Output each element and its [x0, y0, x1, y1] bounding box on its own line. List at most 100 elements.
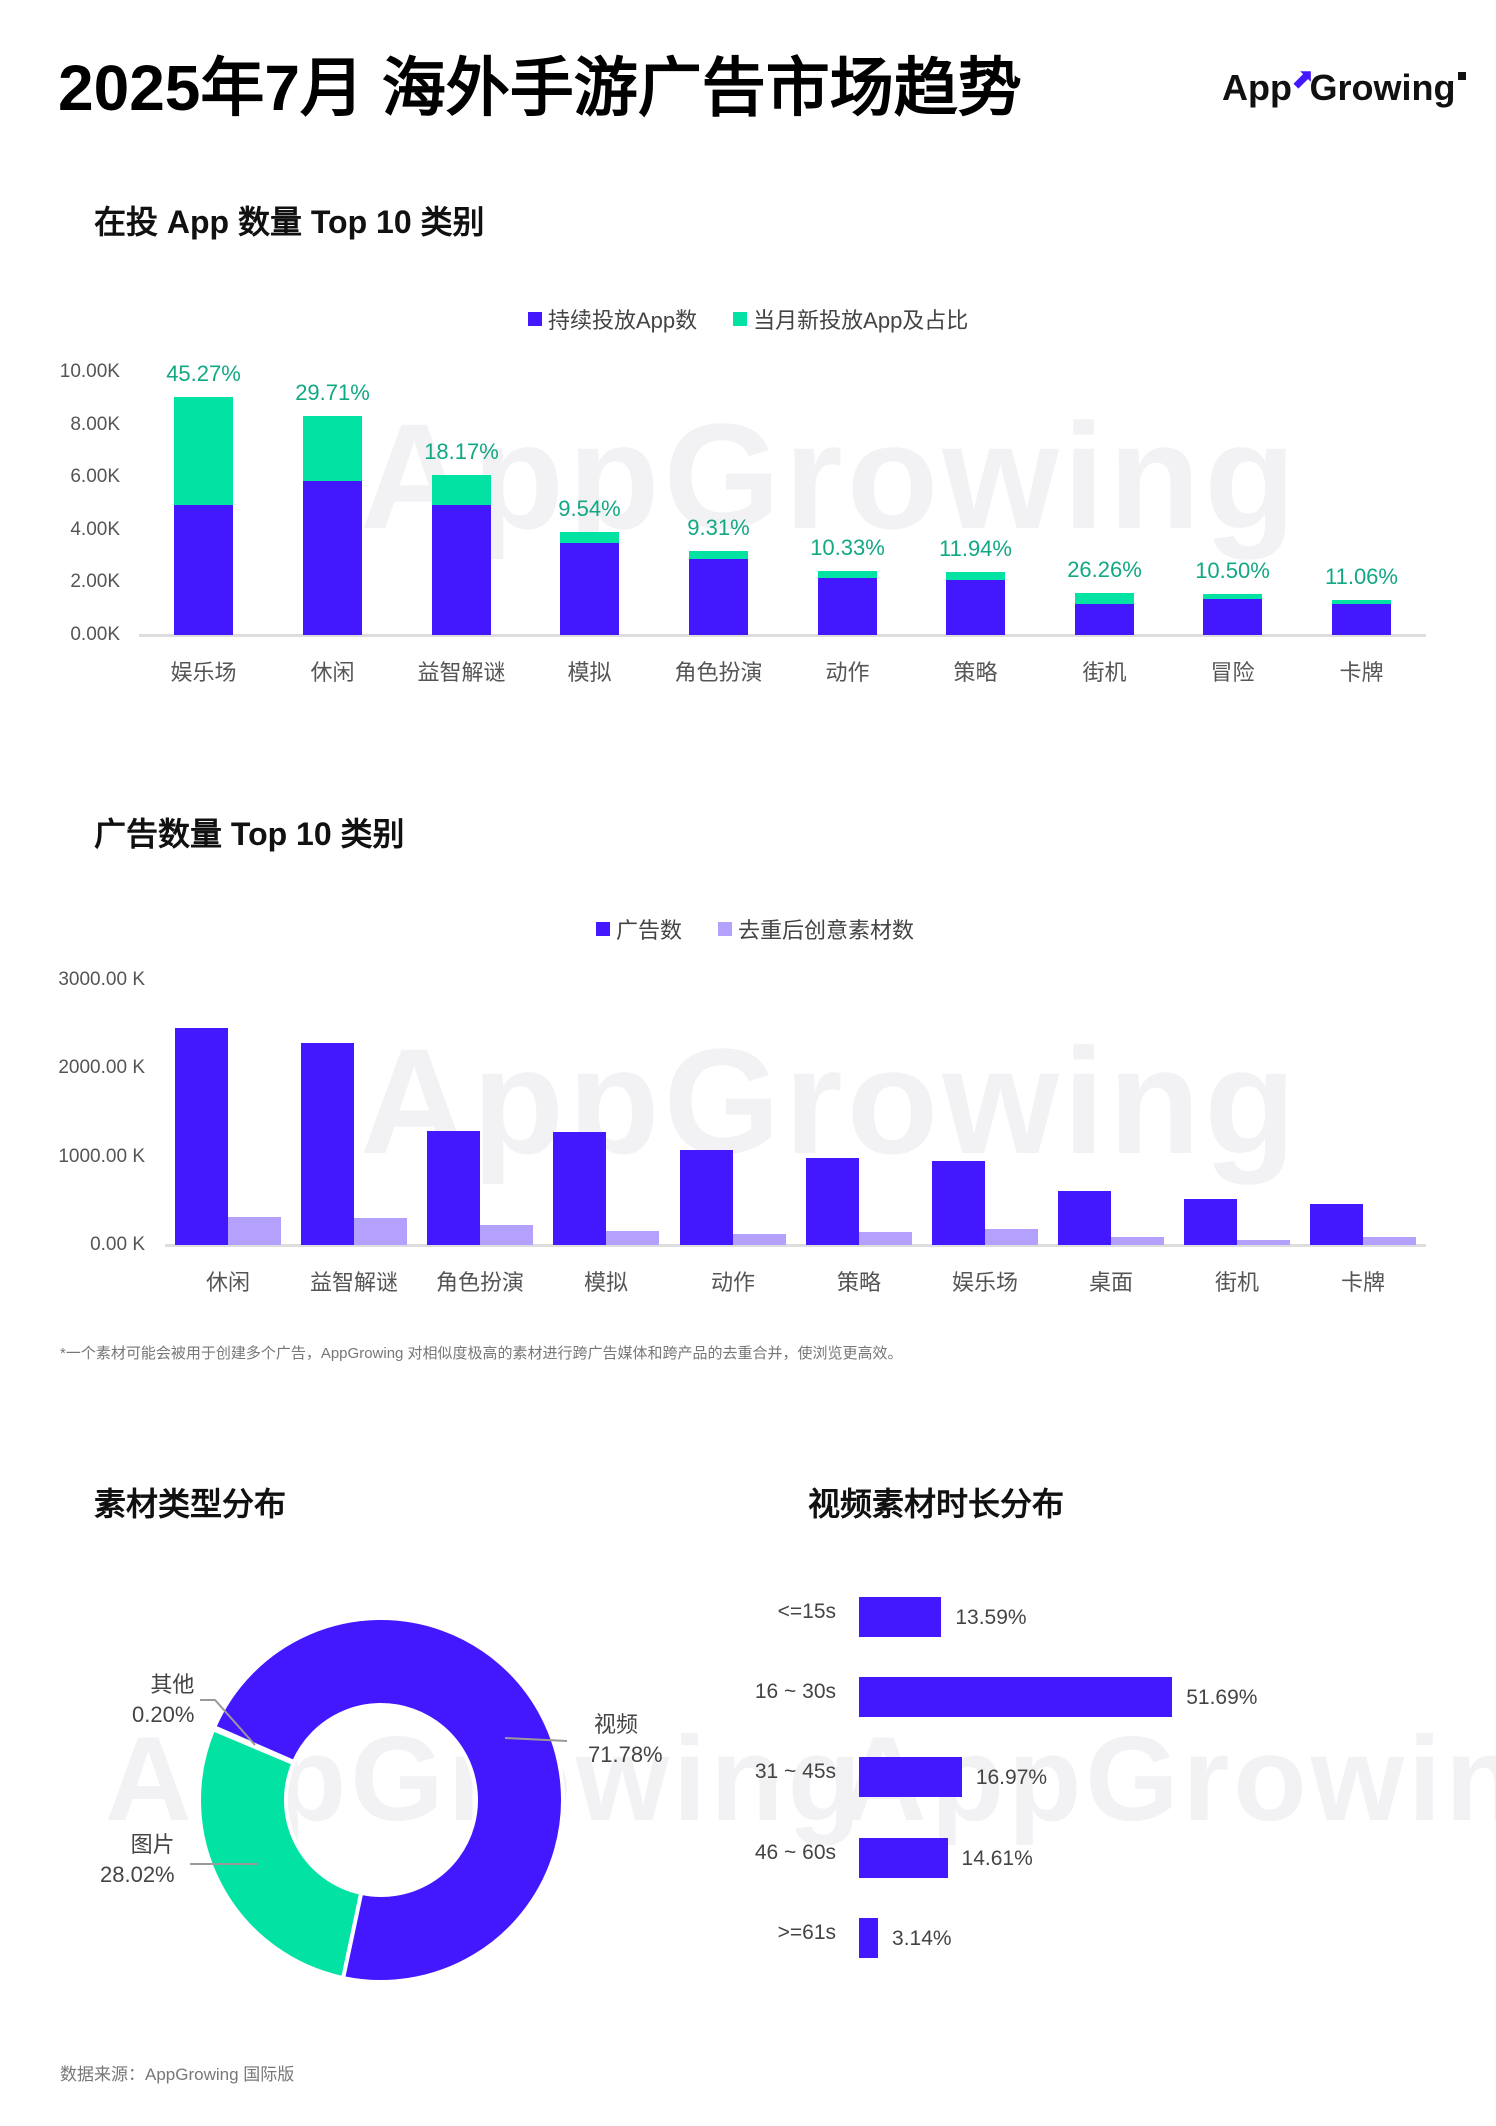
duration-bar [859, 1757, 962, 1797]
duration-bar [859, 1597, 942, 1637]
category-label: 卡牌 [1340, 1270, 1385, 1295]
duration-percentage: 14.61% [961, 1847, 1033, 1870]
bar-ongoing-apps [432, 504, 491, 635]
category-label: 街机 [1082, 660, 1127, 685]
bar-creative-count [606, 1230, 659, 1245]
bar-ongoing-apps [560, 542, 619, 635]
logo-text-growing: Growing [1309, 67, 1456, 108]
new-app-percentage: 11.06% [1325, 564, 1398, 590]
bar-ad-count [806, 1157, 859, 1245]
logo-dot-icon [1458, 72, 1467, 80]
y-tick-label: 1000.00 K [58, 1145, 145, 1167]
page-title: 2025年7月 海外手游广告市场趋势 [58, 52, 1022, 124]
duration-label: 46 ~ 60s [754, 1841, 836, 1864]
footnote: *一个素材可能会被用于创建多个广告，AppGrowing 对相似度极高的素材进行… [60, 1345, 903, 1362]
bar-creative-count [480, 1225, 533, 1245]
bar-ad-count [427, 1130, 480, 1245]
new-app-percentage: 29.71% [295, 379, 370, 405]
x-axis-line [139, 634, 1426, 637]
donut-slice-image [197, 1726, 364, 1981]
bar-ongoing-apps [1332, 603, 1391, 635]
section-title-video-duration: 视频素材时长分布 [808, 1486, 1065, 1522]
y-tick-label: 2.00K [70, 571, 120, 593]
bar-new-apps [1203, 593, 1262, 599]
category-label: 益智解谜 [417, 660, 506, 685]
y-tick-label: 6.00K [70, 466, 120, 488]
duration-percentage: 16.97% [975, 1766, 1048, 1789]
new-app-percentage: 10.33% [810, 535, 885, 561]
y-tick-label: 2000.00 K [58, 1057, 145, 1079]
legend-swatch-blue [528, 312, 542, 326]
bar-creative-count [354, 1217, 407, 1245]
y-tick-label: 10.00K [59, 361, 120, 382]
bar-ongoing-apps [1203, 598, 1262, 635]
new-app-percentage: 45.27% [166, 361, 241, 387]
category-label: 模拟 [583, 1270, 628, 1295]
bar-ongoing-apps [174, 505, 233, 635]
bar-new-apps [818, 571, 877, 578]
bar-new-apps [689, 551, 748, 559]
bar-creative-count [1363, 1236, 1416, 1245]
new-app-percentage: 9.54% [558, 495, 621, 521]
donut-label-other: 其他 0.20% [132, 1670, 194, 1730]
data-source: 数据来源：AppGrowing 国际版 [60, 2065, 295, 2084]
bar-new-apps [174, 397, 233, 506]
bar-ongoing-apps [303, 481, 362, 635]
category-label: 休闲 [310, 660, 355, 685]
category-label: 动作 [825, 660, 870, 685]
category-label: 策略 [953, 660, 998, 685]
donut-label-video: 视频 71.78% [588, 1710, 663, 1770]
category-label: 娱乐场 [951, 1270, 1018, 1295]
y-tick-label: 0.00K [70, 624, 120, 645]
category-label: 街机 [1214, 1270, 1259, 1295]
section-title-app-count: 在投 App 数量 Top 10 类别 [94, 204, 485, 240]
bar-creative-count [859, 1232, 912, 1245]
section-title-material-type: 素材类型分布 [94, 1486, 287, 1522]
legend-item-creatives: 去重后创意素材数 [718, 913, 914, 945]
bar-new-apps [303, 415, 362, 482]
legend-item-ongoing: 持续投放App数 [528, 303, 697, 335]
section-title-ad-count: 广告数量 Top 10 类别 [94, 816, 405, 852]
bar-new-apps [1332, 600, 1391, 604]
logo-arrow-icon: ⬈ [1289, 62, 1314, 94]
legend-swatch-lavender [718, 922, 733, 936]
duration-label: <=15s [777, 1600, 836, 1623]
donut-label-image: 图片 28.02% [100, 1830, 175, 1890]
bar-ad-count [175, 1027, 228, 1245]
chart2-legend: 广告数 去重后创意素材数 [596, 913, 940, 945]
duration-percentage: 51.69% [1186, 1686, 1258, 1709]
bar-new-apps [1075, 592, 1134, 604]
appgrowing-logo: App ⬈ Growing [1222, 60, 1467, 116]
category-label: 益智解谜 [309, 1270, 398, 1295]
leader-line-video [504, 1737, 568, 1742]
bar-ongoing-apps [689, 558, 748, 635]
bar-ad-count [932, 1160, 985, 1245]
category-label: 角色扮演 [674, 660, 763, 685]
category-label: 动作 [710, 1270, 755, 1295]
bar-ad-count [680, 1149, 733, 1245]
category-label: 休闲 [205, 1270, 250, 1295]
donut-label-value: 0.20% [132, 1702, 195, 1727]
legend-item-ads: 广告数 [596, 913, 682, 945]
x-axis-line [165, 1244, 1426, 1247]
duration-bar [859, 1838, 948, 1878]
bar-ongoing-apps [1075, 603, 1134, 635]
new-app-percentage: 26.26% [1067, 556, 1142, 582]
bar-new-apps [432, 475, 491, 505]
bar-creative-count [228, 1216, 281, 1245]
new-app-percentage: 9.31% [687, 515, 750, 541]
duration-label: 31 ~ 45s [754, 1760, 836, 1783]
category-label: 娱乐场 [170, 660, 237, 685]
new-app-percentage: 18.17% [424, 439, 499, 465]
category-label: 策略 [836, 1270, 881, 1295]
duration-label: 16 ~ 30s [754, 1680, 836, 1703]
bar-ad-count [1058, 1191, 1111, 1245]
logo-text-app: App [1222, 67, 1292, 108]
bar-new-apps [946, 571, 1005, 581]
category-label: 模拟 [567, 660, 612, 685]
y-tick-label: 0.00 K [90, 1234, 145, 1255]
bar-ongoing-apps [818, 577, 877, 635]
bar-creative-count [1111, 1236, 1164, 1245]
category-label: 角色扮演 [435, 1270, 524, 1295]
